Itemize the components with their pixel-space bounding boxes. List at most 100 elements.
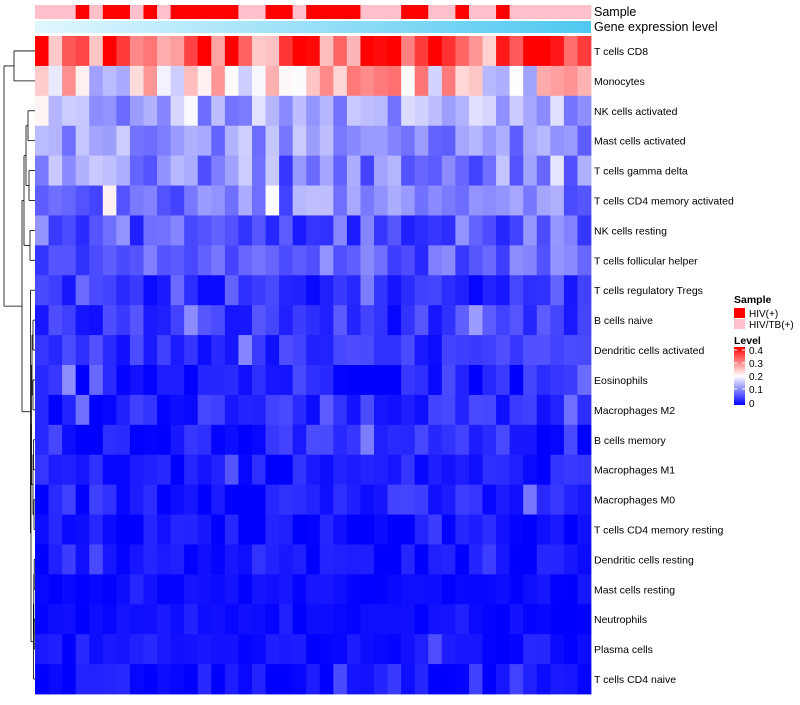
heatmap-cell: [563, 664, 578, 695]
sample-annotation-cell: [496, 5, 511, 19]
heatmap-cell: [197, 365, 212, 396]
heatmap-cell: [523, 245, 538, 276]
heatmap-cell: [414, 335, 429, 366]
heatmap-cell: [265, 95, 280, 127]
heatmap-cell: [265, 65, 280, 97]
heatmap-cell: [306, 215, 321, 246]
heatmap-cell: [401, 215, 416, 246]
heatmap-cell: [102, 514, 117, 545]
heatmap-cell: [387, 245, 402, 276]
heatmap-cell: [468, 155, 483, 186]
sample-annotation-cell: [401, 5, 416, 19]
heatmap-cell: [306, 664, 321, 695]
heatmap-cell: [414, 664, 429, 695]
heatmap-cell: [157, 514, 172, 545]
heatmap-cell: [129, 335, 144, 366]
heatmap-cell: [306, 335, 321, 366]
heatmap-cell: [211, 424, 226, 456]
legend: Sample HIV(+) HIV/TB(+) Level 0.4 0.3 0.…: [734, 294, 794, 410]
heatmap-cell: [224, 245, 239, 276]
heatmap-cell: [279, 664, 294, 695]
heatmap-cell: [62, 335, 77, 366]
heatmap-cell: [279, 604, 294, 635]
heatmap-cell: [62, 95, 77, 127]
heatmap-cell: [577, 514, 592, 545]
heatmap-cell: [62, 544, 77, 575]
heatmap-cell: [292, 394, 307, 426]
heatmap-cell: [374, 95, 388, 127]
sample-annotation-cell: [157, 5, 172, 19]
heatmap-cell: [455, 484, 470, 515]
heatmap-cell: [577, 484, 592, 515]
heatmap-cell: [170, 604, 185, 635]
heatmap-cell: [75, 125, 90, 157]
heatmap-cell: [496, 36, 511, 67]
heatmap-cell: [346, 245, 361, 276]
heatmap-cell: [292, 125, 307, 157]
heatmap-cell: [577, 335, 592, 366]
heatmap-cell: [238, 365, 253, 396]
heatmap-cell: [279, 185, 294, 216]
heatmap-cell: [509, 95, 524, 127]
heatmap-cell: [143, 65, 158, 97]
heatmap-cell: [184, 335, 199, 366]
heatmap-cell: [265, 275, 280, 306]
heatmap-cell: [346, 574, 361, 605]
heatmap-cell: [292, 365, 307, 396]
heatmap-cell: [306, 484, 321, 515]
heatmap-cell: [577, 394, 592, 426]
heatmap-cell: [441, 634, 456, 665]
row-labels: T cells CD8 Monocytes NK cells activated Ma…: [594, 46, 734, 686]
heatmap-cell: [374, 664, 388, 695]
heatmap-cell: [157, 155, 172, 186]
heatmap-cell: [401, 484, 416, 515]
heatmap-cell: [279, 215, 294, 246]
heatmap-cell: [387, 305, 402, 336]
heatmap-cell: [89, 484, 104, 515]
row-label: T cells CD4 naive: [594, 674, 676, 686]
heatmap-cell: [211, 245, 226, 276]
heatmap-cell: [455, 125, 470, 157]
row-label: Mast cells resting: [594, 584, 675, 596]
heatmap-cell: [563, 95, 578, 127]
heatmap-cell: [374, 365, 388, 396]
heatmap-cell: [360, 574, 375, 605]
heatmap-cell: [157, 245, 172, 276]
heatmap-cell: [563, 484, 578, 515]
row-label: Macrophages M0: [594, 495, 675, 507]
heatmap-cell: [550, 664, 565, 695]
heatmap-cell: [387, 65, 402, 97]
heatmap-cell: [468, 544, 483, 575]
heatmap-cell: [116, 604, 131, 635]
heatmap-cell: [387, 36, 402, 67]
heatmap-cell: [102, 305, 117, 336]
level-tick-label: 0: [749, 399, 755, 410]
heatmap-cell: [89, 36, 104, 67]
heatmap-cell: [170, 185, 185, 216]
heatmap-cell: [428, 424, 443, 456]
heatmap-cell: [265, 155, 280, 186]
heatmap-cell: [238, 454, 253, 486]
heatmap-cell: [333, 634, 348, 665]
heatmap-cell: [509, 454, 524, 486]
heatmap-cell: [563, 394, 578, 426]
heatmap-cell: [35, 365, 49, 396]
heatmap-cell: [48, 514, 63, 545]
heatmap-cell: [550, 305, 565, 336]
heatmap-cell: [360, 394, 375, 426]
heatmap-cell: [129, 125, 144, 157]
heatmap-cell: [238, 664, 253, 695]
heatmap-cell: [441, 394, 456, 426]
heatmap-cell: [333, 424, 348, 456]
sample-annotation-cell: [523, 5, 538, 19]
heatmap-cell: [414, 275, 429, 306]
heatmap-cell: [75, 215, 90, 246]
heatmap-cell: [441, 125, 456, 157]
heatmap-cell: [62, 604, 77, 635]
heatmap-cell: [455, 305, 470, 336]
heatmap-cell: [523, 36, 538, 67]
heatmap-cell: [143, 544, 158, 575]
heatmap-cell: [143, 275, 158, 306]
heatmap-cell: [523, 335, 538, 366]
heatmap-cell: [360, 454, 375, 486]
